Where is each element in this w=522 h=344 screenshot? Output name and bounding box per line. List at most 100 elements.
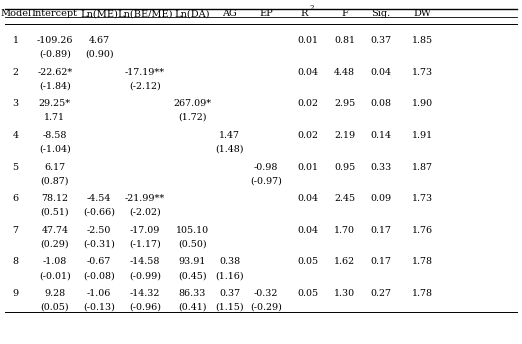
Text: -21.99**: -21.99** [125,194,165,203]
Text: 0.01: 0.01 [298,163,318,172]
Text: 1.76: 1.76 [412,226,433,235]
Text: (-0.66): (-0.66) [83,208,115,217]
Text: 2.45: 2.45 [334,194,355,203]
Text: Model: Model [0,9,31,18]
Text: 6.17: 6.17 [44,163,65,172]
Text: (1.15): (1.15) [216,303,244,312]
Text: (-0.01): (-0.01) [39,271,70,280]
Text: R: R [300,9,307,18]
Text: 1.70: 1.70 [334,226,355,235]
Text: (0.51): (0.51) [41,208,69,217]
Text: F: F [341,9,348,18]
Text: 0.95: 0.95 [334,163,355,172]
Text: (0.29): (0.29) [41,240,69,249]
Text: -8.58: -8.58 [43,131,67,140]
Text: -109.26: -109.26 [37,36,73,45]
Text: 0.37: 0.37 [371,36,392,45]
Text: (-1.84): (-1.84) [39,82,70,90]
Text: 0.04: 0.04 [298,226,318,235]
Text: 1.73: 1.73 [412,68,433,77]
Text: 1: 1 [13,36,19,45]
Text: -14.58: -14.58 [130,258,160,267]
Text: 0.04: 0.04 [371,68,392,77]
Text: (-0.89): (-0.89) [39,50,71,59]
Text: (-2.12): (-2.12) [129,82,161,90]
Text: 4: 4 [13,131,19,140]
Text: 9.28: 9.28 [44,289,65,298]
Text: 267.09*: 267.09* [173,99,211,108]
Text: 0.08: 0.08 [371,99,392,108]
Text: -14.32: -14.32 [130,289,160,298]
Text: (0.90): (0.90) [85,50,113,59]
Text: Ln(BE/ME): Ln(BE/ME) [117,9,173,18]
Text: 0.27: 0.27 [371,289,392,298]
Text: 9: 9 [13,289,19,298]
Text: 2: 2 [13,68,19,77]
Text: AG: AG [222,9,237,18]
Text: 1.47: 1.47 [219,131,240,140]
Text: DW: DW [414,9,432,18]
Text: 29.25*: 29.25* [39,99,71,108]
Text: 1.90: 1.90 [412,99,433,108]
Text: 0.09: 0.09 [371,194,392,203]
Text: (0.05): (0.05) [41,303,69,312]
Text: 0.37: 0.37 [219,289,240,298]
Text: 8: 8 [13,258,19,267]
Text: 0.02: 0.02 [298,99,318,108]
Text: 86.33: 86.33 [179,289,206,298]
Text: 0.81: 0.81 [334,36,355,45]
Text: -1.06: -1.06 [87,289,111,298]
Text: 0.02: 0.02 [298,131,318,140]
Text: (0.41): (0.41) [178,303,206,312]
Text: (-0.96): (-0.96) [129,303,161,312]
Text: 1.87: 1.87 [412,163,433,172]
Text: (-0.29): (-0.29) [250,303,282,312]
Text: (1.48): (1.48) [216,145,244,154]
Text: 4.48: 4.48 [334,68,355,77]
Text: 1.91: 1.91 [412,131,433,140]
Text: 0.05: 0.05 [298,258,318,267]
Text: (1.72): (1.72) [178,113,206,122]
Text: 2: 2 [310,3,314,12]
Text: -22.62*: -22.62* [37,68,73,77]
Text: Ln(ME): Ln(ME) [80,9,118,18]
Text: -1.08: -1.08 [43,258,67,267]
Text: (-2.02): (-2.02) [129,208,161,217]
Text: (-0.99): (-0.99) [129,271,161,280]
Text: (-0.08): (-0.08) [84,271,115,280]
Text: (-1.17): (-1.17) [129,240,161,249]
Text: EP: EP [259,9,273,18]
Text: 0.38: 0.38 [219,258,240,267]
Text: 6: 6 [13,194,19,203]
Text: 78.12: 78.12 [41,194,68,203]
Text: -4.54: -4.54 [87,194,111,203]
Text: (-0.13): (-0.13) [83,303,115,312]
Text: (1.16): (1.16) [216,271,244,280]
Text: 7: 7 [13,226,19,235]
Text: 4.67: 4.67 [89,36,110,45]
Text: 2.19: 2.19 [334,131,355,140]
Text: 2.95: 2.95 [334,99,355,108]
Text: -0.98: -0.98 [254,163,278,172]
Text: 1.30: 1.30 [334,289,355,298]
Text: 0.05: 0.05 [298,289,318,298]
Text: 1.73: 1.73 [412,194,433,203]
Text: -0.32: -0.32 [254,289,278,298]
Text: 0.17: 0.17 [371,258,392,267]
Text: 0.33: 0.33 [371,163,392,172]
Text: -0.67: -0.67 [87,258,111,267]
Text: 1.85: 1.85 [412,36,433,45]
Text: 47.74: 47.74 [41,226,68,235]
Text: (-0.31): (-0.31) [83,240,115,249]
Text: (-0.97): (-0.97) [250,176,282,185]
Text: (-1.04): (-1.04) [39,145,70,154]
Text: Ln(DA): Ln(DA) [174,9,210,18]
Text: -2.50: -2.50 [87,226,111,235]
Text: 105.10: 105.10 [175,226,209,235]
Text: 3: 3 [13,99,19,108]
Text: (0.45): (0.45) [178,271,206,280]
Text: 1.62: 1.62 [334,258,355,267]
Text: 1.71: 1.71 [44,113,65,122]
Text: Intercept: Intercept [32,9,78,18]
Text: Sig.: Sig. [372,9,390,18]
